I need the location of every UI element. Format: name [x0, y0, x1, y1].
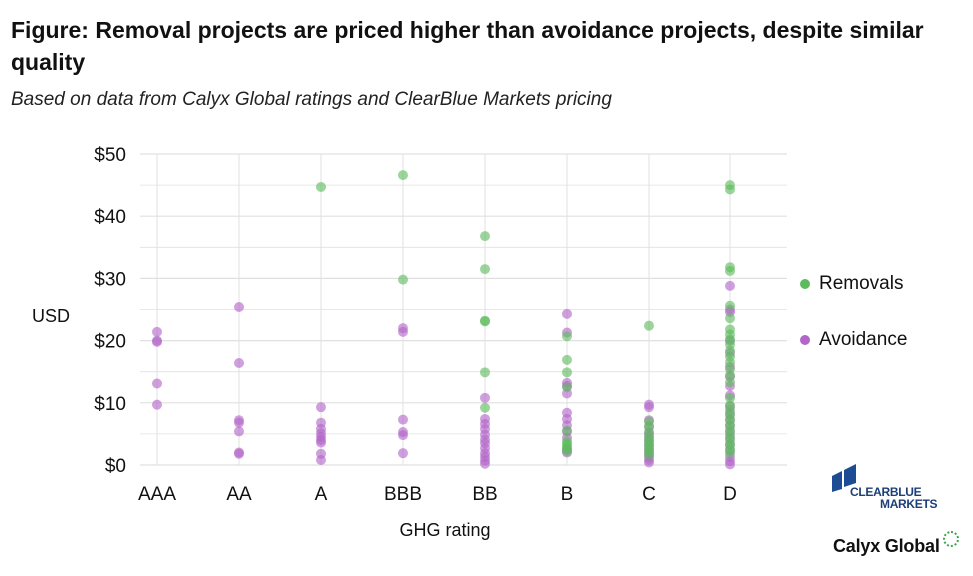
- point-avoidance: [234, 448, 244, 459]
- point-avoidance: [725, 459, 735, 470]
- y-tick-label: $30: [94, 269, 126, 290]
- legend-marker-avoidance: [800, 335, 810, 345]
- point-avoidance: [234, 417, 244, 428]
- point-removals: [562, 446, 572, 457]
- clearblue-markets-mark: [832, 464, 856, 492]
- x-tick-label: AAA: [138, 484, 176, 505]
- point-removals: [480, 316, 490, 327]
- point-avoidance: [234, 357, 244, 368]
- point-removals: [725, 448, 735, 459]
- y-tick-label: $0: [105, 456, 126, 477]
- point-avoidance: [316, 402, 326, 413]
- y-tick-label: $20: [94, 332, 126, 353]
- point-avoidance: [234, 426, 244, 437]
- point-avoidance: [234, 302, 244, 313]
- point-removals: [398, 170, 408, 181]
- point-removals: [725, 184, 735, 195]
- point-removals: [480, 367, 490, 378]
- point-avoidance: [152, 336, 162, 347]
- x-tick-label: BB: [472, 484, 497, 505]
- clearblue-markets-wordmark-1: CLEARBLUE: [850, 485, 922, 499]
- point-removals: [725, 377, 735, 388]
- x-tick-label: B: [561, 484, 574, 505]
- point-avoidance: [398, 326, 408, 337]
- calyx-global-logo: Calyx Global: [833, 531, 963, 558]
- calyx-global-wordmark: Calyx Global: [833, 535, 940, 556]
- legend-label-avoidance: Avoidance: [819, 329, 908, 350]
- point-removals: [725, 265, 735, 276]
- point-avoidance: [725, 280, 735, 291]
- point-avoidance: [398, 448, 408, 459]
- point-removals: [725, 313, 735, 324]
- point-removals: [644, 450, 654, 461]
- point-avoidance: [644, 402, 654, 413]
- point-removals: [562, 367, 572, 378]
- point-avoidance: [316, 455, 326, 466]
- point-removals: [562, 354, 572, 365]
- point-removals: [725, 300, 735, 311]
- point-removals: [562, 425, 572, 436]
- point-avoidance: [152, 399, 162, 410]
- legend-label-removals: Removals: [819, 273, 904, 294]
- chart-subtitle: Based on data from Calyx Global ratings …: [11, 89, 612, 110]
- chart-title: Figure: Removal projects are priced high…: [11, 17, 924, 75]
- y-tick-label: $10: [94, 394, 126, 415]
- x-tick-label: D: [723, 484, 737, 505]
- point-removals: [725, 357, 735, 368]
- legend-item-removals: Removals: [800, 270, 907, 298]
- point-removals: [398, 274, 408, 285]
- point-avoidance: [480, 458, 490, 469]
- x-tick-label: C: [642, 484, 656, 505]
- clearblue-markets-wordmark-2: MARKETS: [880, 497, 938, 511]
- point-removals: [480, 264, 490, 275]
- point-removals: [725, 370, 735, 381]
- calyx-ring-icon: [942, 531, 959, 547]
- x-tick-label: A: [315, 484, 328, 505]
- point-removals: [480, 231, 490, 242]
- x-tick-label: AA: [226, 484, 252, 505]
- point-avoidance: [398, 430, 408, 441]
- point-removals: [725, 392, 735, 403]
- point-avoidance: [480, 392, 490, 403]
- legend: Removals Avoidance: [800, 270, 907, 382]
- point-avoidance: [316, 437, 326, 448]
- y-axis-label: USD: [32, 306, 71, 326]
- point-removals: [480, 402, 490, 413]
- point-removals: [562, 331, 572, 342]
- point-removals: [644, 320, 654, 331]
- x-tick-label: BBB: [384, 484, 422, 505]
- point-removals: [316, 181, 326, 192]
- point-avoidance: [562, 308, 572, 319]
- clearblue-markets-logo: CLEARBLUE MARKETS: [830, 462, 950, 512]
- point-avoidance: [152, 378, 162, 389]
- y-tick-label: $40: [94, 207, 126, 228]
- point-removals: [562, 382, 572, 393]
- point-avoidance: [398, 414, 408, 425]
- legend-marker-removals: [800, 279, 810, 289]
- point-avoidance: [152, 326, 162, 337]
- point-avoidance: [644, 457, 654, 468]
- y-tick-label: $50: [94, 145, 126, 166]
- legend-item-avoidance: Avoidance: [800, 326, 907, 354]
- x-axis-label: GHG rating: [399, 520, 491, 540]
